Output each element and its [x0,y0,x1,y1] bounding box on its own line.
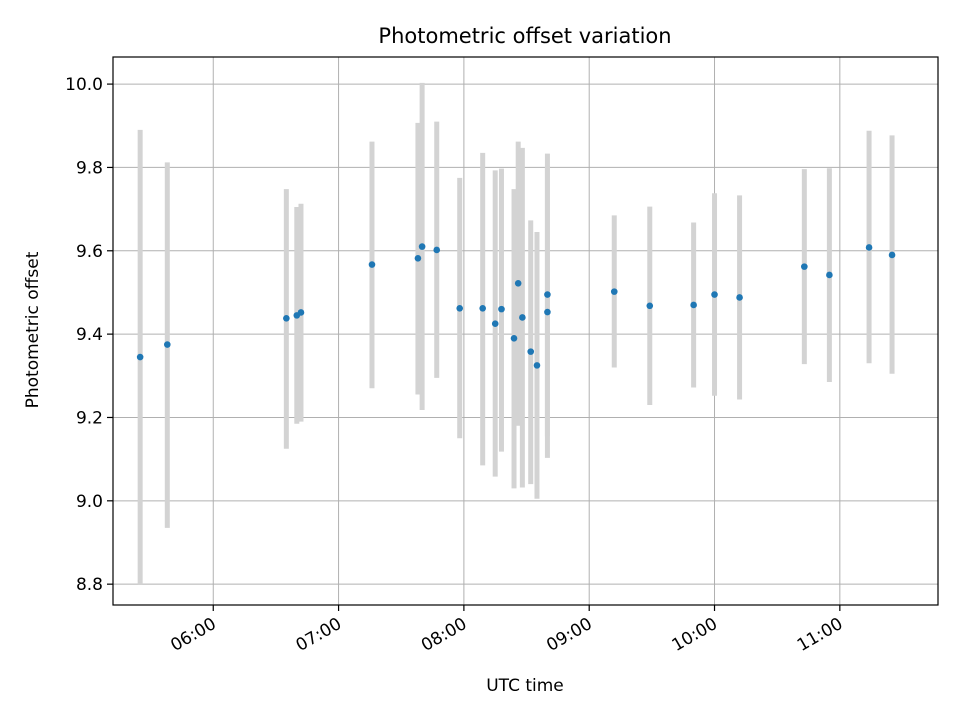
data-point [533,362,541,369]
data-point [826,271,833,279]
y-tick-label: 10.0 [65,75,103,95]
y-tick-label: 8.8 [76,575,103,595]
x-tick-label: 08:00 [418,614,470,656]
data-point [479,304,486,312]
data-point [368,261,376,268]
y-tick-label: 9.6 [76,242,103,262]
chart-title: Photometric offset variation [378,24,671,48]
data-point [510,334,518,342]
y-tick-label: 9.2 [76,408,103,428]
data-point [544,308,551,316]
data-point [498,305,505,313]
x-tick-label: 10:00 [669,614,721,656]
grid [113,57,938,605]
data-point [456,304,464,312]
data-point [865,244,873,251]
data-point [414,254,422,262]
y-tick-label: 9.8 [76,158,103,178]
plot-frame [112,56,939,606]
data-point [610,288,618,295]
data-point [283,314,290,322]
error-bars [137,82,895,585]
data-point [801,263,808,270]
axes: 8.8 9.0 9.2 9.4 9.6 9.8 10.0 06:00 07:00 08:00 09:… [65,75,846,656]
data-point [527,348,535,355]
x-axis-label: UTC time [486,676,564,696]
x-tick-label: 11:00 [794,614,846,656]
data-point [519,314,526,321]
data-point [514,279,522,287]
data-point [690,301,697,309]
data-point [433,246,441,254]
y-axis-label: Photometric offset [23,251,43,408]
x-tick-label: 09:00 [543,614,595,656]
data-point [646,302,654,310]
y-tick-label: 9.4 [76,325,103,345]
y-tick-label: 9.0 [76,492,103,512]
data-point [136,353,144,361]
data-points [136,243,896,369]
data-point [418,243,426,250]
data-point [544,291,551,298]
x-tick-label: 06:00 [167,614,219,656]
data-point [711,291,718,298]
data-point [297,309,305,316]
data-point [491,320,499,328]
x-tick-label: 07:00 [293,614,345,656]
data-point [164,341,171,348]
data-point [888,251,896,259]
data-point [736,294,743,301]
